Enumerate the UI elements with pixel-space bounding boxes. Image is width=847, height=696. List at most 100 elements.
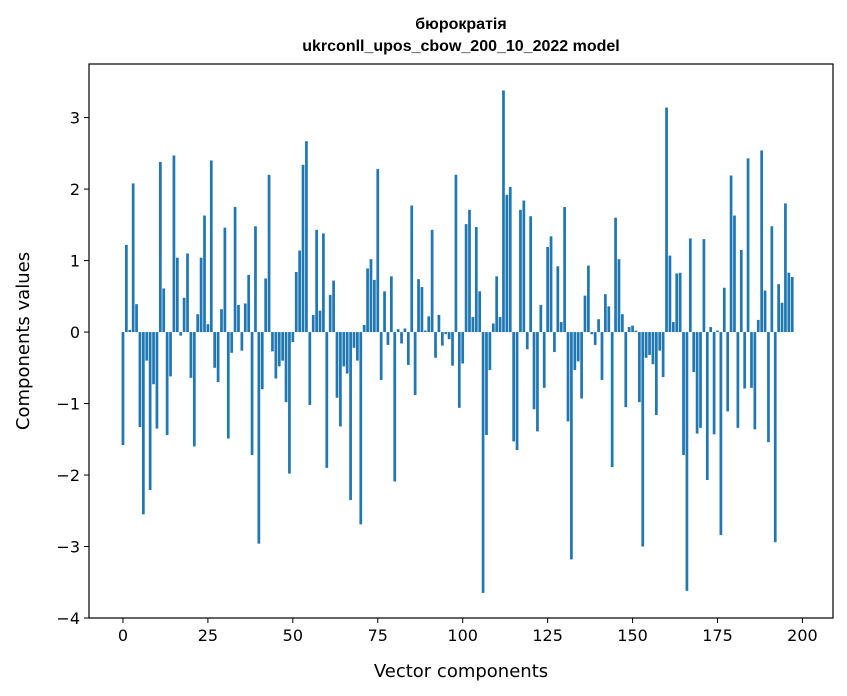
bar xyxy=(189,332,193,378)
bar xyxy=(420,287,424,333)
bar xyxy=(390,276,393,333)
bar xyxy=(165,332,169,435)
bar xyxy=(787,272,791,333)
bar xyxy=(271,332,274,352)
bar xyxy=(522,200,526,333)
bar xyxy=(243,303,247,333)
bar xyxy=(614,217,617,333)
bar xyxy=(736,332,740,428)
bar xyxy=(587,265,590,333)
bar xyxy=(461,332,465,364)
bar xyxy=(746,158,750,333)
bar xyxy=(648,332,651,355)
bar xyxy=(240,332,244,351)
bar xyxy=(423,330,427,333)
bar xyxy=(658,332,662,351)
y-tick-label: 0 xyxy=(70,323,80,342)
bar xyxy=(539,304,543,333)
bar xyxy=(784,203,787,333)
bar xyxy=(559,322,563,333)
bar xyxy=(722,287,726,333)
bar xyxy=(128,329,132,333)
bar xyxy=(342,332,346,367)
bar xyxy=(264,278,268,333)
bar xyxy=(366,268,369,333)
bar xyxy=(145,332,149,361)
bar xyxy=(702,239,706,333)
bar xyxy=(739,249,743,333)
bar xyxy=(226,332,230,439)
bar xyxy=(590,332,594,335)
bar xyxy=(491,323,495,333)
bar xyxy=(182,297,186,333)
bar xyxy=(393,332,397,482)
bar xyxy=(356,332,359,361)
bar xyxy=(532,332,536,410)
bar xyxy=(175,257,179,333)
bar xyxy=(542,332,546,388)
bar xyxy=(644,332,648,358)
bar xyxy=(665,107,668,333)
bar xyxy=(498,317,502,333)
bar xyxy=(406,332,410,365)
bar xyxy=(549,236,553,333)
bar xyxy=(743,332,747,389)
bar xyxy=(617,259,621,333)
bar xyxy=(267,174,271,333)
bar xyxy=(305,141,308,333)
bar xyxy=(468,209,471,333)
bar xyxy=(607,306,611,333)
bar xyxy=(152,332,155,385)
bar xyxy=(790,277,794,333)
bar xyxy=(505,194,509,333)
bar xyxy=(291,332,295,343)
bar xyxy=(604,294,607,333)
bar xyxy=(583,295,587,333)
bar xyxy=(250,332,254,456)
bar xyxy=(570,332,573,560)
bar xyxy=(464,224,468,333)
bar xyxy=(444,332,448,335)
bar xyxy=(661,332,665,378)
bar xyxy=(322,233,325,333)
bar xyxy=(692,332,696,373)
y-tick-label: 2 xyxy=(70,180,80,199)
bar xyxy=(753,332,757,430)
bar xyxy=(410,205,414,333)
bar xyxy=(413,332,417,395)
bar xyxy=(308,332,312,405)
bar xyxy=(763,290,767,333)
bar xyxy=(254,226,257,333)
bar xyxy=(362,324,366,333)
bar xyxy=(203,215,206,333)
bar xyxy=(257,332,261,544)
bar xyxy=(556,266,560,333)
bar xyxy=(546,247,549,333)
bar xyxy=(142,332,145,515)
bar xyxy=(638,332,641,403)
bar xyxy=(770,226,774,333)
bar xyxy=(400,332,403,344)
bar xyxy=(192,332,196,447)
bar xyxy=(576,332,580,362)
bar xyxy=(573,332,577,370)
bar xyxy=(383,291,386,333)
bar xyxy=(216,332,220,383)
bar xyxy=(729,175,733,333)
bar xyxy=(434,332,437,358)
bar xyxy=(651,332,655,365)
bar xyxy=(417,279,420,333)
bar xyxy=(281,332,284,361)
bar xyxy=(519,209,522,333)
x-tick-label: 25 xyxy=(198,626,218,645)
bar xyxy=(563,206,566,333)
bar xyxy=(274,332,278,379)
bar xyxy=(760,150,764,333)
bar xyxy=(634,330,638,333)
y-axis-label: Components values xyxy=(13,252,34,430)
bar xyxy=(223,227,227,333)
bar xyxy=(502,90,505,333)
bar xyxy=(277,332,281,367)
bar xyxy=(508,186,512,333)
